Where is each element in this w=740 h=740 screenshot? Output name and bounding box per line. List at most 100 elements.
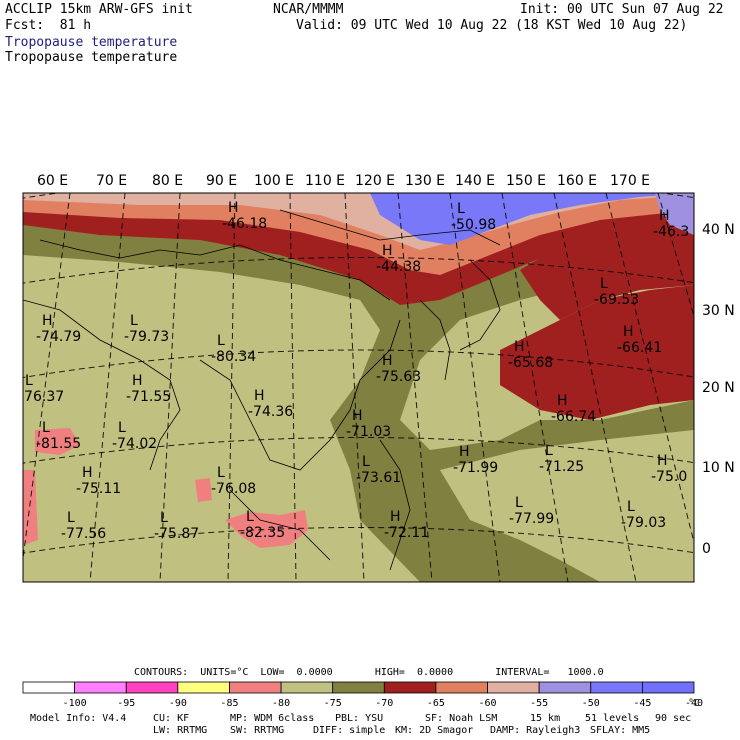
high-marker: H-66.41: [617, 324, 662, 356]
field-fill-khaki-west: [23, 300, 360, 480]
microphysics-scheme: MP: WDM 6class: [230, 713, 315, 724]
low-marker: L-82.35: [240, 509, 285, 541]
coastline-korea: [419, 299, 451, 381]
colorbar-tick-label: -60: [479, 698, 497, 709]
extremum-value: -77.56: [61, 526, 106, 542]
high-marker: H-75.11: [76, 465, 121, 497]
latitude-0: [23, 527, 694, 554]
colorbar-swatch: [280, 681, 334, 694]
surface-scheme: SF: Noah LSM: [425, 713, 498, 724]
extremum-value: -72.11: [384, 525, 429, 541]
longitude-label: 70 E: [96, 173, 127, 189]
latitude-label: 0: [702, 541, 711, 557]
high-marker: H-46.3: [653, 208, 689, 240]
colorbar-tick-label: -75: [324, 698, 342, 709]
surface-layer-scheme: SFLAY: MM5: [590, 725, 651, 736]
extremum-value: -80.34: [211, 349, 256, 365]
longitude-line: [501, 193, 569, 582]
high-marker: H-75.0: [651, 453, 687, 485]
extremum-letter: L: [600, 276, 608, 292]
low-marker: L-74.02: [112, 420, 157, 452]
longitude-label: 90 E: [206, 173, 237, 189]
extremum-letter: L: [457, 201, 465, 217]
longwave-scheme: LW: RRTMG: [153, 725, 208, 736]
org-label: NCAR/MMMM: [273, 2, 344, 17]
colorbar-swatch: [435, 681, 488, 694]
colorbar-tick-label: -90: [169, 698, 187, 709]
low-marker: L-69.53: [594, 276, 639, 308]
extremum-letter: H: [132, 373, 143, 389]
latitude-labels: 40 N 30 N 20 N 10 N 0: [702, 222, 735, 557]
latitude-10n: [23, 437, 694, 464]
extremum-value: -79.03: [621, 515, 666, 531]
longitude-label: 160 E: [557, 173, 597, 189]
extremum-value: -75.0: [651, 469, 687, 485]
low-marker: L-77.99: [509, 495, 554, 527]
longitude-labels: 60 E 70 E 80 E 90 E 100 E 110 E 120 E 130 E 140 …: [37, 173, 650, 189]
colorbar-swatch: [487, 681, 540, 694]
extremum-value: -44.38: [376, 259, 421, 275]
extremum-letter: H: [623, 324, 634, 340]
high-marker: H-74.36: [248, 388, 293, 420]
extremum-letter: H: [382, 243, 393, 259]
field-fill-pink-patch-1: [225, 510, 308, 548]
colorbar-swatch: [641, 681, 695, 694]
extremum-value: -79.73: [124, 329, 169, 345]
longitude-label: 100 E: [254, 173, 294, 189]
coastline-india: [23, 299, 181, 471]
field-fill-pink-patch-3: [23, 470, 38, 545]
colorbar-tick-label: -70: [375, 698, 393, 709]
extremum-letter: L: [160, 510, 168, 526]
low-marker: L-76.08: [211, 465, 256, 497]
longitude-line: [159, 193, 181, 582]
extremum-value: -71.03: [346, 424, 391, 440]
extremum-value: -71.99: [453, 460, 498, 476]
colorbar-tick-label: -95: [117, 698, 135, 709]
border-north: [279, 209, 501, 246]
field-fill-darkred-pacific: [500, 285, 694, 420]
latitude-label: 10 N: [702, 460, 735, 476]
extremum-letter: L: [627, 499, 635, 515]
extremum-letter: L: [217, 465, 225, 481]
longitude-line: [449, 193, 501, 582]
damping-scheme: DAMP: Rayleigh3: [490, 725, 581, 736]
longitude-line: [344, 193, 365, 582]
extremum-value: -66.74: [551, 409, 596, 425]
high-marker: H-72.11: [384, 509, 429, 541]
low-marker: L-71.25: [539, 443, 584, 475]
low-marker: L-73.61: [356, 454, 401, 486]
extremum-letter: H: [514, 339, 525, 355]
extremum-letter: L: [217, 333, 225, 349]
field-fill-darkred-subtrop: [520, 220, 694, 320]
extremum-letter: L: [25, 373, 33, 389]
extremum-letter: H: [390, 509, 401, 525]
latitude-label: 30 N: [702, 303, 735, 319]
graticule: [23, 193, 694, 582]
field-title-shaded: Tropopause temperature: [5, 35, 178, 50]
colorbar-swatch: [229, 681, 282, 694]
high-marker: H-66.74: [551, 393, 596, 425]
extremum-letter: L: [67, 510, 75, 526]
colorbar-swatch: [538, 681, 592, 694]
colorbar-tick-label: -45: [633, 698, 651, 709]
coastline-indochina: [199, 319, 401, 471]
longitude-line: [605, 193, 694, 545]
extremum-value: -46.3: [653, 224, 689, 240]
contours-info: CONTOURS: UNITS=°C LOW= 0.0000 HIGH= 0.0…: [134, 667, 604, 678]
extremum-value: -50.98: [451, 217, 496, 233]
high-marker: H-74.79: [36, 313, 81, 345]
extremum-value: -71.55: [126, 389, 171, 405]
coastlines: [23, 209, 501, 571]
extremum-value: -82.35: [240, 525, 285, 541]
high-marker: H-46.18: [222, 200, 267, 232]
field-title-contour: Tropopause temperature: [5, 50, 178, 65]
colorbar-tick-label: -85: [220, 698, 238, 709]
latitude-20n: [23, 349, 694, 379]
colorbar-swatch: [590, 681, 643, 694]
coastline-japan: [459, 259, 501, 351]
valid-time: Valid: 09 UTC Wed 10 Aug 22 (18 KST Wed …: [296, 18, 688, 33]
extremum-letter: H: [657, 453, 668, 469]
colorbar-swatch: [74, 681, 127, 694]
colorbar-tick-label: -50: [582, 698, 600, 709]
